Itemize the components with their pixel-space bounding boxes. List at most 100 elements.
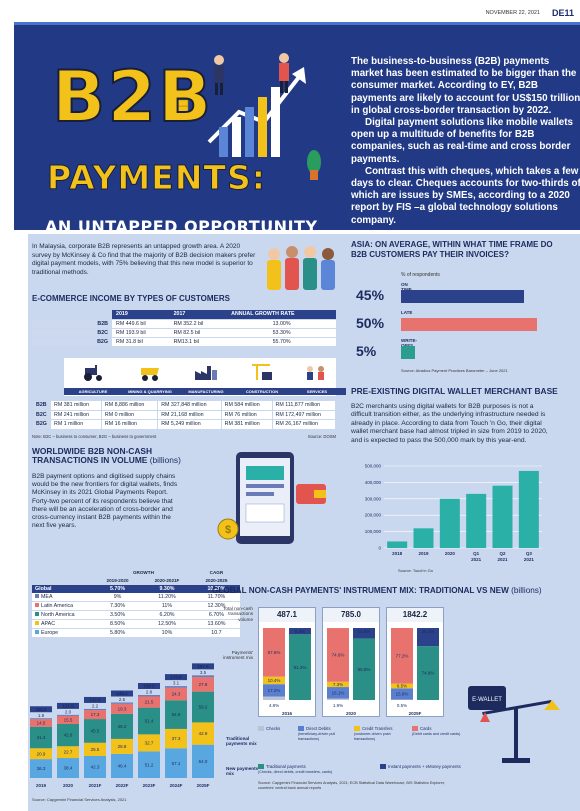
segment-value-label: 32.7 [145,740,154,745]
mix-bars: 1.9% 16.1% 7.3% 74.6% 85.5% 14.5% 2020 [327,628,375,716]
wallet-bar-chart: 0 100,000 200,000 300,000 400,000 500,000 2018… [365,464,542,562]
mix-panel: 1842.2 0.5% 15.8% 6.5% 77.2% 74.8% 25.2% 2025F [386,607,444,717]
hero-banner: B2B PAYMENTS: AN UNTAPPED OPPORTUNITY Th… [14,22,580,236]
sector-label: MANUFACTURING [177,388,235,395]
total-box [192,663,214,670]
table-cell: RM 449.6 bil [112,319,170,329]
mix-panel: 487.1 4.8% 17.2% 10.4% 67.6% 91.2% 8.8% 2016 [258,607,316,717]
segment-value-label: 2.0 [65,709,72,714]
table-cell: RM13.1 bil [169,337,228,347]
table-cell: RM 16 million [100,419,159,430]
smartphone-icon [236,452,294,544]
segment-value-label: 0.5% [397,703,407,708]
row-label: B2C [32,328,112,338]
x-tick-label: 2016 [282,711,293,716]
table-cell: RM 327,848 million [157,400,222,411]
hero-title: B2B [51,55,214,139]
legend-sublabel: (beneficiary-driven pull transactions) [298,732,336,742]
stacked-segment [84,710,106,720]
segment-value-label: 2.2 [92,703,99,708]
segment-value-label: 54.9 [172,712,181,717]
total-value-label: 145.1 [116,691,128,696]
table-row: APAC 8.50% 12.50% 13.60% [32,619,240,630]
segment-value-label: 28.8 [118,744,127,749]
total-value-label: 785.0 [323,608,379,622]
mix-title-unit: (billions) [511,586,542,595]
wallet-icon [296,484,326,504]
table-cell: RM 241 million [50,409,102,420]
stacked-segment [57,758,79,778]
table-cell: 53.30% [227,328,336,338]
mix-bars: 0.5% 15.8% 6.5% 77.2% 74.8% 25.2% 2025F [391,628,439,716]
mix-segment [417,628,439,647]
x-tick-label: 2025F [197,783,210,788]
stacked-segment [111,702,133,704]
wallet-source: Source: Touch'n Go [398,568,433,573]
region-label: APAC [41,621,56,628]
segment-value-label: 48.2 [118,724,127,729]
legend-swatch [354,726,360,732]
segment-value-label: 17.2% [268,688,281,693]
ecommerce-title: E-COMMERCE INCOME BY TYPES OF CUSTOMERS [32,294,230,303]
bar-category-label: WRITE-OFFS [401,338,417,348]
segment-value-label: 6.5% [397,684,407,689]
noncash-title-text: WORLDWIDE B2B NON-CASH TRANSACTIONS IN V… [32,446,153,466]
table-cell: 10.7 [192,628,240,639]
segment-value-label: 42.9 [199,731,208,736]
x-tick-label: 2023F [143,783,156,788]
segment-value-label: 20.9 [37,751,46,756]
segment-value-label: 7.3% [333,682,343,687]
table-cell: 5.80% [94,628,142,639]
total-box [111,690,133,697]
wallet-bar [492,485,513,548]
segment-value-label: 74.6% [332,653,345,658]
segment-value-label: 14.5% [358,629,371,634]
legend-swatch [258,726,264,732]
plant-icon [307,150,321,180]
segment-value-label: 15.5 [64,718,73,723]
mix-bars: 4.8% 17.2% 10.4% 67.6% 91.2% 8.8% 2016 [263,628,311,716]
table-cell: 9% [94,593,142,603]
x-tick-label: 2024F [170,783,183,788]
table-cell: 11% [141,601,193,612]
wallet-text: B2C merchants using digital wallets for … [351,403,548,444]
hero-paragraph: Digital payment solutions like mobile wa… [351,117,573,165]
wallet-bar [518,470,539,548]
segment-value-label: 85.5% [358,667,371,672]
mix-segment [263,684,285,697]
table-cell: RM 584 million [220,400,273,411]
sector-label: SERVICES [288,388,346,395]
segment-value-label: 1.8 [38,713,45,718]
table-cell: 11.70% [192,593,240,603]
stacked-segment [57,723,79,747]
hero-title-payments: PAYMENTS: [47,158,266,198]
total-box [84,696,106,703]
segment-value-label: 1.9% [333,703,343,708]
segment-value-label: 36.3 [37,766,46,771]
stacked-segment [165,700,187,729]
source-text: Source: DOSM [307,434,336,439]
sector-label: AGRICULTURE [64,388,122,395]
stacked-segment [138,696,160,708]
hero-subtitle: AN UNTAPPED OPPORTUNITY [45,217,318,236]
asia-bar [401,290,524,303]
segment-value-label: 17.3 [91,712,100,717]
mix-segment [353,638,375,700]
region-label: MEA [41,594,53,601]
table-cell: 13.60% [192,619,240,630]
legend-label: Direct Debits [306,726,331,731]
stacked-segment [192,722,214,745]
table-cell: 12.50% [141,619,193,630]
stacked-segment [111,713,133,739]
hero-paragraph: Contrast this with cheques, which takes … [351,165,580,226]
sector-table: B2B RM 381 million RM 8,886 million RM 3… [32,400,337,430]
businessman-icon [214,53,289,95]
row-label: B2B [32,319,112,329]
cagr-table: GROWTH CAGR 2019-2020 2020-2021F 2020-20… [32,568,240,639]
hero-illustration [173,53,321,180]
column-header: 2020-2025 [205,578,228,584]
stacked-segment [192,677,214,692]
asia-bar [401,318,538,331]
legend-swatch [35,612,39,617]
legend-label: Checks [266,726,281,731]
